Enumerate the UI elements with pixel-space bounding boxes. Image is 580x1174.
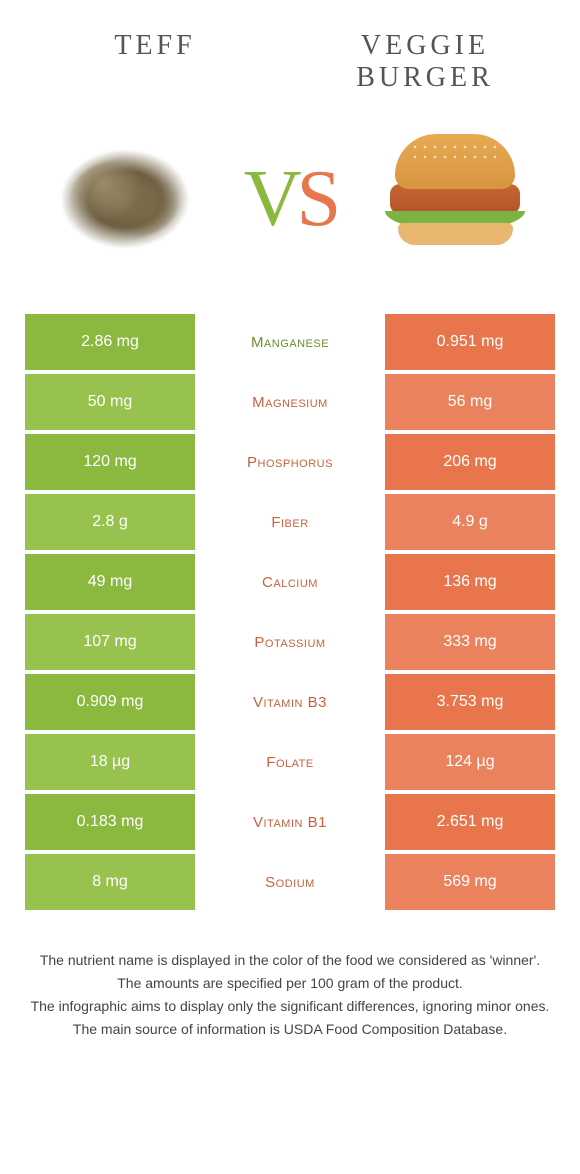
nutrient-name: Vitamin B1 [195,794,385,850]
nutrient-name: Vitamin B3 [195,674,385,730]
left-value: 120 mg [25,434,195,490]
vs-v: V [244,155,297,243]
teff-image [50,124,200,274]
footer-line: The infographic aims to display only the… [30,996,550,1017]
right-title: Veggie burger [304,30,547,94]
footer-line: The amounts are specified per 100 gram o… [30,973,550,994]
nutrient-name: Magnesium [195,374,385,430]
left-title: Teff [34,30,277,94]
nutrient-row: 18 µgFolate124 µg [25,734,555,790]
nutrient-name: Fiber [195,494,385,550]
nutrient-row: 107 mgPotassium333 mg [25,614,555,670]
hero: VS [0,104,580,304]
left-value: 18 µg [25,734,195,790]
left-value: 50 mg [25,374,195,430]
nutrient-name: Phosphorus [195,434,385,490]
nutrient-name: Potassium [195,614,385,670]
vs-label: VS [244,154,336,245]
nutrient-name: Manganese [195,314,385,370]
vs-s: S [297,155,337,243]
right-value: 136 mg [385,554,555,610]
nutrient-row: 0.909 mgVitamin B33.753 mg [25,674,555,730]
nutrient-row: 2.8 gFiber4.9 g [25,494,555,550]
right-value: 0.951 mg [385,314,555,370]
nutrient-row: 8 mgSodium569 mg [25,854,555,910]
header: Teff Veggie burger [0,0,580,104]
right-value: 4.9 g [385,494,555,550]
left-value: 107 mg [25,614,195,670]
nutrient-name: Sodium [195,854,385,910]
nutrient-row: 2.86 mgManganese0.951 mg [25,314,555,370]
left-value: 0.183 mg [25,794,195,850]
right-value: 56 mg [385,374,555,430]
right-value: 3.753 mg [385,674,555,730]
left-value: 0.909 mg [25,674,195,730]
nutrient-row: 50 mgMagnesium56 mg [25,374,555,430]
left-value: 2.86 mg [25,314,195,370]
burger-image [380,124,530,274]
nutrient-table: 2.86 mgManganese0.951 mg50 mgMagnesium56… [25,314,555,910]
left-value: 2.8 g [25,494,195,550]
right-value: 2.651 mg [385,794,555,850]
right-value: 333 mg [385,614,555,670]
left-value: 49 mg [25,554,195,610]
nutrient-row: 120 mgPhosphorus206 mg [25,434,555,490]
footer-line: The nutrient name is displayed in the co… [30,950,550,971]
nutrient-row: 49 mgCalcium136 mg [25,554,555,610]
right-value: 124 µg [385,734,555,790]
nutrient-name: Calcium [195,554,385,610]
nutrient-name: Folate [195,734,385,790]
nutrient-row: 0.183 mgVitamin B12.651 mg [25,794,555,850]
footer: The nutrient name is displayed in the co… [0,920,580,1062]
right-value: 206 mg [385,434,555,490]
right-value: 569 mg [385,854,555,910]
left-value: 8 mg [25,854,195,910]
footer-line: The main source of information is USDA F… [30,1019,550,1040]
